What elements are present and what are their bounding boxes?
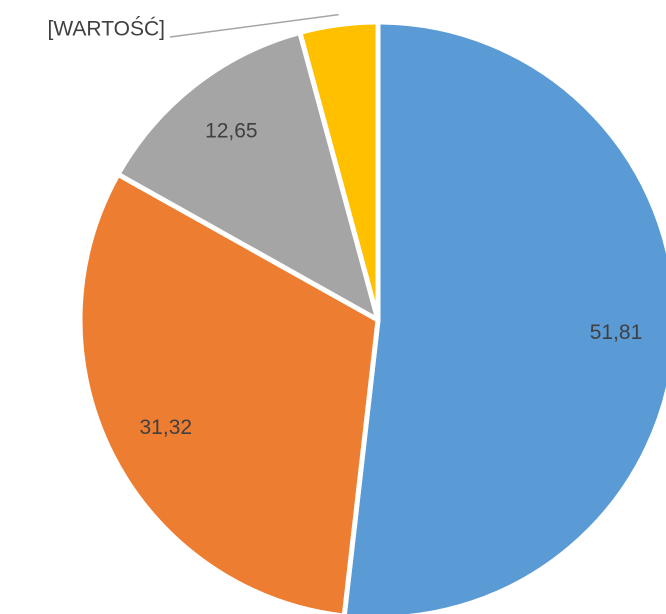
pie-slice [341, 19, 666, 614]
pie-slice [297, 19, 381, 323]
data-label: [WARTOŚĆ] [48, 17, 165, 41]
pie-slice [115, 29, 381, 323]
leader-line [169, 13, 339, 38]
data-label: 51,81 [590, 321, 643, 344]
data-label: 31,32 [140, 416, 193, 439]
pie-slice [77, 171, 381, 614]
data-label: 12,65 [205, 120, 258, 143]
